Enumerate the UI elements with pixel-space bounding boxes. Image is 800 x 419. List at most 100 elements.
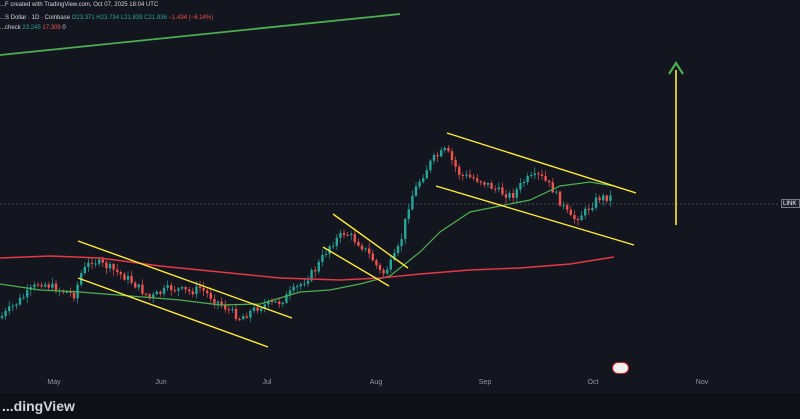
candle-body: [551, 182, 554, 193]
candle-body: [486, 183, 490, 185]
candle-body: [188, 289, 191, 292]
candle-body: [202, 287, 205, 291]
candle-body: [224, 305, 227, 310]
candle-body: [87, 262, 90, 267]
candle-body: [450, 151, 454, 161]
candle-body: [479, 181, 482, 183]
candle-body: [303, 283, 306, 285]
candle-body: [0, 316, 4, 318]
candle-body: [285, 294, 288, 303]
candle-body: [90, 262, 94, 264]
candle-body: [432, 155, 436, 161]
candle-body: [159, 291, 162, 294]
candle-body: [461, 174, 464, 176]
candle-body: [339, 232, 342, 238]
candle-body: [573, 214, 576, 220]
candle-body: [148, 294, 151, 298]
candle-body: [137, 284, 140, 288]
candle-body: [447, 148, 450, 152]
symbol-label: ...S Dollar · 1D · Coinbase: [0, 15, 71, 21]
candle-body: [166, 285, 169, 288]
candle-body: [436, 155, 439, 157]
candle-body: [497, 187, 500, 190]
candle-body: [364, 248, 367, 250]
candle-body: [389, 259, 392, 270]
event-badge-icon[interactable]: [612, 362, 629, 374]
watermark-bar: ...dingView: [0, 394, 800, 419]
candle-body: [98, 259, 101, 264]
candle-body: [11, 305, 14, 307]
candle-body: [65, 291, 68, 293]
candle-body: [566, 205, 569, 210]
candle-body: [375, 260, 378, 266]
candle-body: [490, 183, 493, 189]
chart-header-line1: ...F created with TradingView.com, Oct 0…: [0, 2, 159, 8]
candle-body: [54, 283, 58, 292]
candle-body: [206, 290, 209, 294]
candle-body: [396, 245, 400, 253]
candle-body: [537, 173, 540, 175]
candle-body: [609, 195, 612, 201]
candle-body: [526, 176, 529, 182]
x-tick-label: Oct: [588, 379, 599, 386]
watermark-logo: ...dingView: [2, 398, 75, 414]
candle-body: [548, 180, 551, 183]
candle-body: [213, 298, 216, 304]
candle-body: [8, 306, 11, 311]
candle-body: [47, 284, 50, 288]
candle-body: [180, 287, 184, 289]
candle-body: [249, 310, 252, 318]
candle-body: [123, 274, 126, 280]
candle-body: [598, 197, 601, 201]
ohlc-open: O23.371: [71, 15, 95, 21]
candle-body: [26, 289, 29, 298]
ohlc-change: −1.434 (−6.14%): [168, 15, 214, 21]
channel-1-bottom: [77, 277, 269, 348]
candle-body: [422, 178, 425, 182]
candle-body: [569, 209, 572, 215]
candle-body: [591, 207, 594, 210]
candle-body: [544, 175, 547, 181]
candle-body: [152, 294, 155, 298]
candle-body: [335, 237, 338, 246]
candle-body: [418, 181, 421, 187]
candle-body: [263, 304, 266, 309]
candle-body: [321, 254, 324, 262]
candle-body: [508, 193, 511, 198]
candle-body: [130, 276, 133, 283]
candle-body: [504, 194, 508, 198]
candle-body: [440, 150, 443, 157]
chart-header-line2: ...S Dollar · 1D · Coinbase O23.371 H23.…: [0, 15, 213, 21]
indicator-legend: ...check 23.245 17.309 0: [0, 25, 66, 31]
indicator-label: ...check: [0, 25, 21, 31]
candle-body: [371, 253, 374, 261]
candles: [0, 145, 612, 322]
candle-body: [177, 288, 180, 291]
candle-body: [350, 234, 353, 236]
candle-body: [278, 301, 281, 305]
channel-3-bottom: [435, 185, 635, 246]
ohlc-close: C21.936: [144, 15, 167, 21]
candle-body: [274, 301, 277, 303]
candle-body: [494, 188, 497, 190]
ma-long-line: [0, 255, 615, 281]
channel-2-bottom: [322, 246, 390, 287]
ma-short-line: [0, 181, 615, 306]
candle-body: [465, 174, 468, 176]
x-tick-label: Jun: [155, 379, 166, 386]
x-tick-label: Nov: [696, 379, 709, 386]
candle-body: [353, 234, 356, 242]
candle-body: [155, 291, 158, 295]
candle-body: [296, 286, 299, 288]
candle-body: [393, 252, 396, 260]
candle-body: [472, 177, 475, 179]
channel-2-top: [332, 213, 409, 269]
candle-body: [184, 287, 187, 290]
candle-body: [242, 316, 245, 320]
candle-body: [310, 270, 313, 281]
target-arrow-head: [668, 60, 684, 75]
candle-body: [346, 234, 349, 236]
candle-body: [195, 286, 198, 295]
candle-body: [281, 302, 284, 305]
